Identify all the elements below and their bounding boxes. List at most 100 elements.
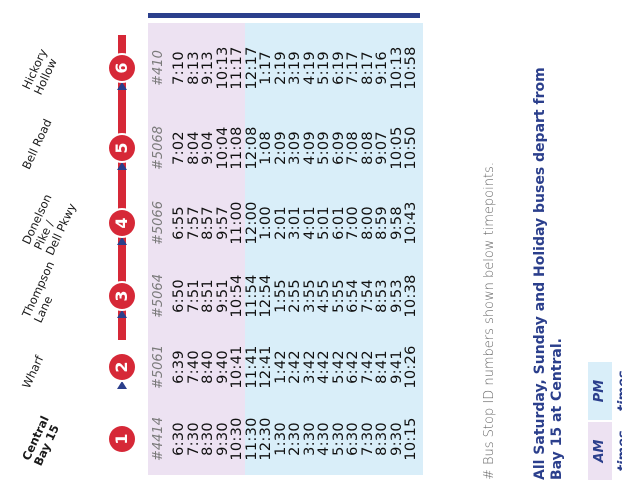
weekend-callout: All Saturday, Sunday and Holiday buses d… <box>532 67 565 480</box>
stop-id-label: #4414 <box>151 417 166 461</box>
stop-id-footnote: # Bus Stop ID numbers shown below timepo… <box>482 162 497 480</box>
time-cell: 11:00 <box>229 201 245 245</box>
time-cell: 2:01 <box>272 206 289 240</box>
time-cell: 8:51 <box>200 279 216 313</box>
stop-6-name: Hickory Hollow <box>19 46 60 97</box>
time-cell: 3:42 <box>301 350 318 384</box>
time-cell: 8:00 <box>359 206 376 240</box>
stop-6-badge: 6 <box>109 55 135 81</box>
time-cell: 10:04 <box>214 126 231 170</box>
time-cell: 12:54 <box>258 274 274 318</box>
time-cell: 10:38 <box>403 274 419 318</box>
time-cell: 7:02 <box>171 131 187 165</box>
time-cell: 8:53 <box>374 279 390 313</box>
time-cell: 5:09 <box>316 131 332 165</box>
time-cell: 12:41 <box>258 345 274 389</box>
time-cell: 5:42 <box>330 350 347 384</box>
time-cell: 1:00 <box>258 206 274 240</box>
time-cell: 9:13 <box>200 51 216 85</box>
route-arrow-icon <box>117 162 127 170</box>
time-cell: 12:30 <box>258 417 274 461</box>
time-cell: 1:42 <box>272 350 289 384</box>
time-cell: 8:17 <box>359 51 376 85</box>
time-cell: 12:00 <box>243 201 260 245</box>
time-cell: 5:01 <box>316 206 332 240</box>
time-cell: 8:13 <box>185 51 202 85</box>
time-cell: 9:30 <box>388 422 405 456</box>
time-cell: 10:43 <box>403 201 419 245</box>
time-cell: 10:05 <box>388 126 405 170</box>
time-cell: 6:19 <box>330 51 347 85</box>
am-legend: AM times <box>588 422 622 480</box>
time-cell: 7:54 <box>359 279 376 313</box>
time-cell: 3:55 <box>301 279 318 313</box>
route-arrow-icon <box>117 82 127 90</box>
time-cell: 7:10 <box>171 51 187 85</box>
time-cell: 10:58 <box>403 46 419 90</box>
route-arrow-icon <box>117 381 127 389</box>
stop-5-badge: 5 <box>109 135 135 161</box>
time-cell: 5:55 <box>330 279 347 313</box>
time-cell: 7:30 <box>359 422 376 456</box>
time-cell: 4:30 <box>316 422 332 456</box>
time-cell: 3:01 <box>287 206 303 240</box>
time-cell: 8:30 <box>200 422 216 456</box>
time-cell: 7:51 <box>185 279 202 313</box>
time-cell: 2:19 <box>272 51 289 85</box>
time-cell: 6:54 <box>345 279 361 313</box>
route-arrow-icon <box>117 310 127 318</box>
time-cell: 8:41 <box>374 350 390 384</box>
time-cell: 6:30 <box>345 422 361 456</box>
time-cell: 9:57 <box>214 206 231 240</box>
time-cell: 7:42 <box>359 350 376 384</box>
time-cell: 11:30 <box>243 417 260 461</box>
route-arrow-icon <box>117 237 127 245</box>
stop-5-name: Bell Road <box>19 116 55 172</box>
time-cell: 4:55 <box>316 279 332 313</box>
time-cell: 10:26 <box>403 345 419 389</box>
stop-2-name: Wharf <box>19 353 47 391</box>
time-cell: 9:41 <box>388 350 405 384</box>
stop-3-name: Thompson Lane <box>19 259 58 325</box>
time-cell: 6:30 <box>171 422 187 456</box>
time-cell: 8:30 <box>374 422 390 456</box>
stop-2-badge: 2 <box>109 354 135 380</box>
time-cell: 6:01 <box>330 206 347 240</box>
time-cell: 3:30 <box>301 422 318 456</box>
pm-legend: PM times <box>588 362 622 420</box>
time-cell: 9:04 <box>200 131 216 165</box>
time-cell: 8:08 <box>359 131 376 165</box>
time-cell: 11:41 <box>243 345 260 389</box>
time-cell: 8:59 <box>374 206 390 240</box>
time-cell: 7:17 <box>345 51 361 85</box>
time-cell: 11:08 <box>229 126 245 170</box>
time-cell: 10:50 <box>403 126 419 170</box>
time-cell: 7:57 <box>185 206 202 240</box>
stop-4-badge: 4 <box>109 210 135 236</box>
time-cell: 2:30 <box>287 422 303 456</box>
time-cell: 9:30 <box>214 422 231 456</box>
time-cell: 6:42 <box>345 350 361 384</box>
time-cell: 2:09 <box>272 131 289 165</box>
time-cell: 7:00 <box>345 206 361 240</box>
time-cell: 9:53 <box>388 279 405 313</box>
time-cell: 10:54 <box>229 274 245 318</box>
time-cell: 9:40 <box>214 350 231 384</box>
time-cell: 6:09 <box>330 131 347 165</box>
stop-1-name: Central Bay 15 <box>19 413 63 468</box>
time-cell: 8:40 <box>200 350 216 384</box>
stop-id-label: #5064 <box>151 274 166 318</box>
time-cell: 4:01 <box>301 206 318 240</box>
time-cell: 1:17 <box>258 51 274 85</box>
stop-3-badge: 3 <box>109 283 135 309</box>
stop-4-name: Donelson Pike / Dell Pkwy <box>19 191 79 258</box>
stop-id-label: #410 <box>151 50 166 86</box>
time-cell: 8:04 <box>185 131 202 165</box>
time-cell: 7:40 <box>185 350 202 384</box>
stop-id-label: #5061 <box>151 345 166 389</box>
time-cell: 12:08 <box>243 126 260 170</box>
time-cell: 9:51 <box>214 279 231 313</box>
time-cell: 10:15 <box>403 417 419 461</box>
time-cell: 3:19 <box>287 51 303 85</box>
time-cell: 4:19 <box>301 51 318 85</box>
